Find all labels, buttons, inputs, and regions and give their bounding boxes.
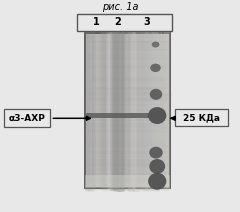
Bar [4,109,50,127]
Text: α3-АХР: α3-АХР [9,114,45,123]
Ellipse shape [148,173,166,190]
Bar [77,14,172,31]
Ellipse shape [148,107,166,124]
Ellipse shape [152,42,159,47]
Ellipse shape [149,159,165,174]
Text: 25 КДа: 25 КДа [183,113,220,122]
Bar [85,175,170,188]
Bar [86,113,149,118]
Ellipse shape [150,89,162,100]
Bar [85,33,170,188]
Text: 2: 2 [114,17,121,27]
Ellipse shape [150,64,161,72]
Text: рис. 1а: рис. 1а [102,2,138,13]
Bar [175,109,228,126]
Text: 3: 3 [143,17,150,27]
Ellipse shape [149,147,163,159]
Text: 1: 1 [93,17,99,27]
